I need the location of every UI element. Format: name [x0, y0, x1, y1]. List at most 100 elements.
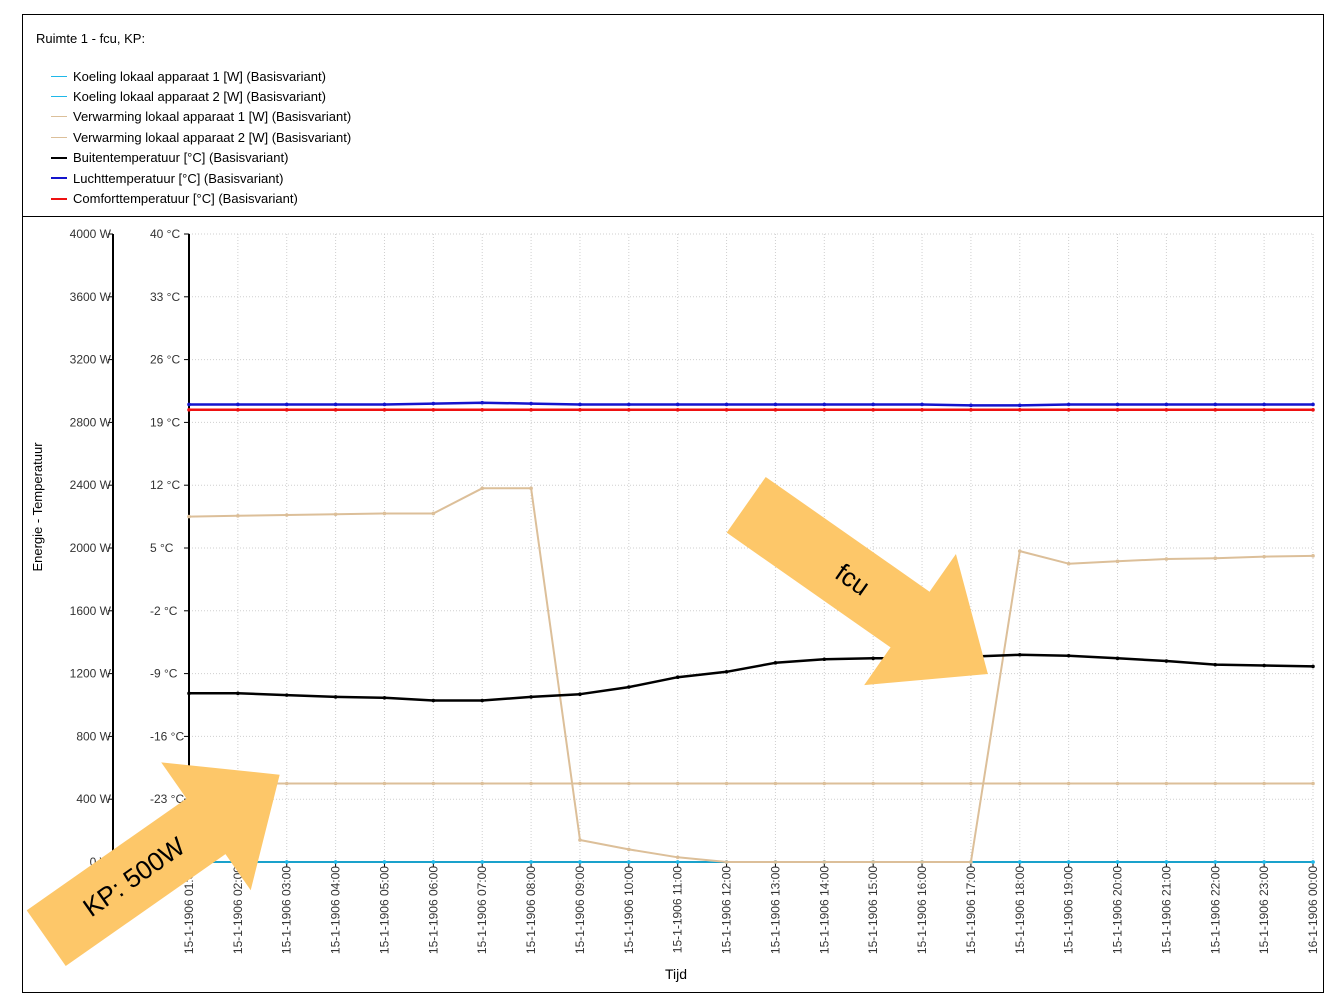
y-tick-label-right: -9 °C — [150, 667, 178, 681]
legend-item[interactable]: Koeling lokaal apparaat 2 [W] (Basisvari… — [51, 86, 351, 106]
data-point — [284, 513, 289, 517]
x-tick-label: 15-1-1906 10:00 — [622, 866, 636, 954]
data-point — [871, 656, 875, 661]
data-point — [529, 781, 533, 786]
data-point — [1262, 554, 1266, 559]
data-point — [578, 692, 582, 697]
data-point — [480, 781, 485, 786]
x-tick-label: 15-1-1906 12:00 — [720, 866, 734, 954]
data-point — [627, 408, 631, 412]
data-point — [724, 408, 729, 412]
data-point — [578, 838, 582, 842]
legend-panel: Ruimte 1 - fcu, KP: Koeling lokaal appar… — [23, 15, 1323, 217]
y-tick-label-left: 400 W — [76, 792, 111, 806]
data-point — [1213, 408, 1218, 412]
data-point — [333, 695, 338, 699]
data-point — [675, 781, 680, 786]
data-point — [969, 860, 973, 864]
y-tick-label-right: 5 °C — [150, 541, 174, 555]
data-point — [627, 685, 631, 689]
data-point — [1115, 408, 1120, 412]
data-point — [333, 402, 338, 407]
data-point — [1262, 781, 1266, 786]
data-point — [1262, 663, 1266, 668]
data-point — [1213, 860, 1218, 864]
data-point — [920, 781, 924, 786]
data-point — [1066, 781, 1071, 786]
legend-swatch — [51, 96, 67, 98]
data-point — [431, 511, 436, 516]
data-point — [431, 781, 436, 786]
y-tick-label-right: 12 °C — [150, 478, 180, 492]
legend-label: Verwarming lokaal apparaat 2 [W] (Basisv… — [73, 129, 352, 145]
data-point — [822, 408, 827, 412]
data-point — [871, 408, 875, 412]
series-line — [188, 487, 1314, 863]
data-point — [529, 486, 533, 491]
x-tick-label: 15-1-1906 07:00 — [475, 866, 489, 954]
legend-swatch — [51, 177, 67, 180]
x-tick-label: 15-1-1906 09:00 — [573, 866, 587, 954]
data-point — [284, 408, 289, 412]
data-point — [1262, 860, 1266, 864]
data-point — [1311, 554, 1315, 558]
data-point — [284, 860, 289, 864]
y-tick-label-right: -2 °C — [150, 604, 178, 618]
legend-item[interactable]: Buitentemperatuur [°C] (Basisvariant) — [51, 148, 351, 168]
data-point — [333, 781, 338, 786]
data-point — [1164, 402, 1169, 407]
data-point — [1066, 561, 1071, 566]
data-point — [675, 402, 680, 407]
x-tick-label: 15-1-1906 18:00 — [1013, 866, 1027, 954]
data-point — [627, 860, 631, 864]
data-point — [578, 781, 582, 786]
x-tick-label: 15-1-1906 15:00 — [866, 866, 880, 954]
data-point — [236, 402, 240, 407]
data-point — [1213, 662, 1218, 667]
data-point — [284, 693, 289, 697]
x-tick-label: 15-1-1906 16:00 — [915, 866, 929, 954]
data-point — [871, 402, 875, 407]
legend-item[interactable]: Verwarming lokaal apparaat 1 [W] (Basisv… — [51, 107, 351, 127]
x-tick-label: 15-1-1906 19:00 — [1062, 866, 1076, 954]
data-point — [578, 408, 582, 412]
data-point — [1262, 402, 1266, 407]
x-tick-label: 15-1-1906 14:00 — [817, 866, 831, 954]
x-tick-label: 15-1-1906 06:00 — [426, 866, 440, 954]
data-point — [969, 408, 973, 412]
data-point — [333, 408, 338, 412]
arrow-shape — [726, 476, 988, 686]
legend-item[interactable]: Verwarming lokaal apparaat 2 [W] (Basisv… — [51, 127, 351, 147]
data-point — [1115, 402, 1120, 407]
data-point — [1213, 402, 1218, 407]
data-point — [724, 781, 729, 786]
data-point — [480, 486, 485, 491]
x-tick-label: 15-1-1906 23:00 — [1257, 866, 1271, 954]
x-tick-label: 15-1-1906 11:00 — [671, 866, 685, 954]
y-tick-label-left: 1600 W — [70, 604, 112, 618]
data-point — [480, 408, 485, 412]
y-tick-label-left: 2800 W — [70, 415, 112, 429]
data-point — [431, 860, 436, 864]
data-point — [675, 408, 680, 412]
data-point — [1213, 556, 1218, 561]
legend-swatch — [51, 156, 67, 159]
legend-item[interactable]: Comforttemperatuur [°C] (Basisvariant) — [51, 188, 351, 208]
data-point — [822, 402, 827, 407]
legend-item[interactable]: Luchttemperatuur [°C] (Basisvariant) — [51, 168, 351, 188]
legend: Koeling lokaal apparaat 1 [W] (Basisvari… — [51, 66, 351, 209]
data-point — [1115, 559, 1120, 564]
data-point — [382, 696, 387, 700]
data-point — [773, 781, 778, 786]
legend-item[interactable]: Koeling lokaal apparaat 1 [W] (Basisvari… — [51, 66, 351, 86]
data-point — [1066, 402, 1071, 407]
data-point — [236, 691, 240, 696]
data-point — [236, 514, 240, 518]
data-point — [529, 860, 533, 864]
data-point — [969, 403, 973, 408]
data-point — [529, 401, 533, 406]
chart-window: Ruimte 1 - fcu, KP: Koeling lokaal appar… — [22, 14, 1324, 993]
data-point — [480, 698, 485, 703]
data-point — [480, 400, 485, 405]
data-point — [578, 860, 582, 864]
